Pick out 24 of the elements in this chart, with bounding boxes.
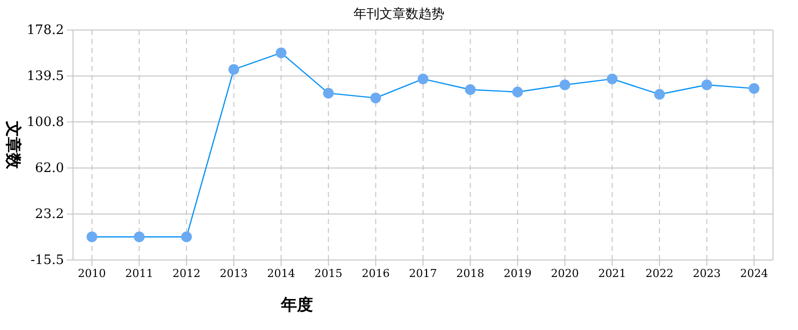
- x-tick-label: 2021: [598, 266, 626, 280]
- x-tick-label: 2019: [504, 266, 532, 280]
- y-axis-title: 文章数: [4, 120, 23, 170]
- y-tick-label: 62.0: [35, 161, 64, 176]
- x-tick-label: 2020: [550, 266, 579, 280]
- x-tick-label: 2010: [78, 266, 106, 280]
- y-tick-label: 23.2: [35, 207, 64, 222]
- x-tick-label: 2018: [456, 266, 484, 280]
- x-axis-title: 年度: [280, 295, 313, 314]
- x-tick-label: 2014: [267, 266, 296, 280]
- x-tick-label: 2012: [172, 266, 201, 280]
- y-tick-label: 139.5: [26, 69, 64, 84]
- x-tick-label: 2011: [125, 266, 154, 280]
- y-tick-label: 178.2: [26, 23, 64, 38]
- x-tick-label: 2015: [314, 266, 342, 280]
- x-tick-label: 2016: [362, 266, 390, 280]
- y-tick-label: 100.8: [26, 115, 64, 130]
- x-tick-label: 2013: [220, 266, 248, 280]
- chart-title: 年刊文章数趋势: [354, 7, 444, 22]
- x-tick-label: 2023: [692, 266, 721, 280]
- x-tick-label: 2017: [409, 266, 437, 280]
- x-tick-label: 2024: [740, 266, 768, 280]
- x-tick-label: 2022: [645, 266, 674, 280]
- y-tick-label: -15.5: [30, 253, 64, 268]
